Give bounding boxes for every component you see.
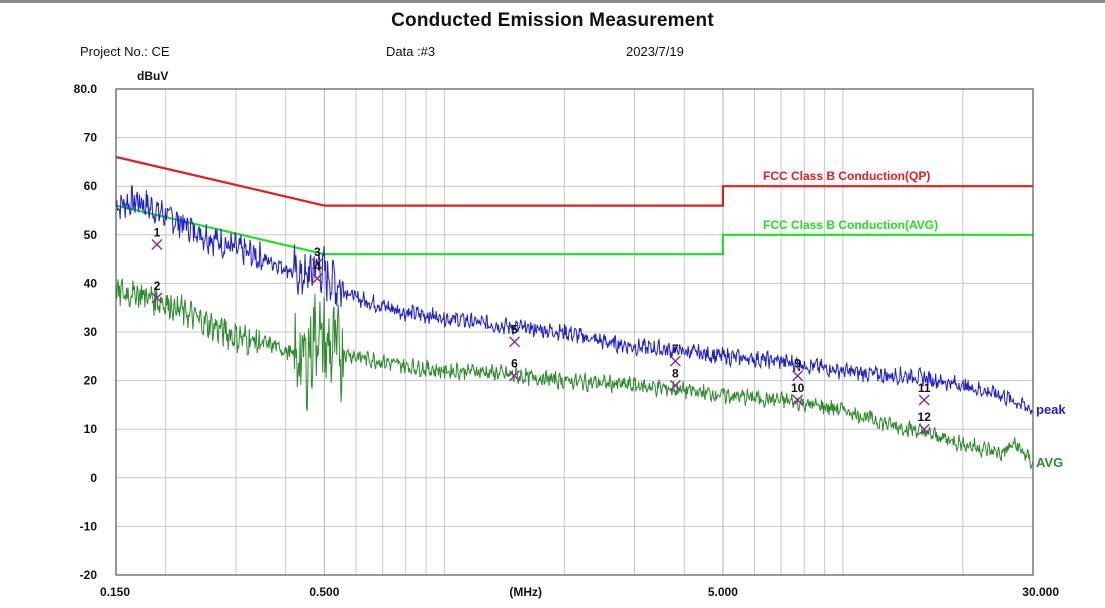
y-tick-label: 40 <box>84 276 98 290</box>
x-tick-label: 30.000 <box>1022 585 1059 599</box>
y-tick-label: -10 <box>80 519 98 533</box>
x-tick-label: (MHz) <box>509 585 542 599</box>
marker-x <box>509 336 521 348</box>
marker-label: 4 <box>314 260 321 274</box>
y-tick-label: 80.0 <box>74 82 98 96</box>
project-number: Project No.: CE <box>80 44 170 59</box>
marker-label: 3 <box>314 245 321 259</box>
marker-x <box>669 355 681 367</box>
limit-label: FCC Class B Conduction(AVG) <box>763 218 938 232</box>
y-tick-label: -20 <box>80 568 98 582</box>
marker-x <box>669 379 681 391</box>
marker-label: 11 <box>918 381 931 395</box>
trace-peak <box>115 185 1034 415</box>
marker-x <box>918 394 930 406</box>
y-tick-label: 70 <box>84 131 98 145</box>
x-tick-label: 0.500 <box>309 585 339 599</box>
y-axis-label: dBuV <box>137 69 168 83</box>
marker-label: 7 <box>672 342 679 356</box>
plot-frame <box>115 88 1034 576</box>
y-tick-label: 10 <box>84 422 98 436</box>
marker-label: 10 <box>791 381 805 395</box>
series-label: AVG <box>1036 455 1063 470</box>
marker-x <box>792 394 804 406</box>
y-tick-label: 50 <box>84 228 98 242</box>
y-tick-label: 60 <box>84 179 98 193</box>
marker-x <box>151 239 163 251</box>
y-tick-label: 20 <box>84 374 98 388</box>
measurement-date: 2023/7/19 <box>626 44 684 59</box>
marker-x <box>792 370 804 382</box>
marker-label: 6 <box>511 357 518 371</box>
top-border <box>0 0 1105 3</box>
traces-layer <box>115 185 1034 471</box>
labels-layer: 80.0 70 60 50 40 30 20 10 0 -10 -20 dBuV 0.150 0.500 (… <box>74 69 1067 599</box>
marker-x <box>311 273 323 285</box>
limit-line <box>115 204 1033 256</box>
marker-label: 8 <box>672 366 679 380</box>
marker-label: 9 <box>794 357 801 371</box>
marker-label: 5 <box>511 323 518 337</box>
marker-label: 12 <box>918 410 932 424</box>
marker-x <box>151 292 163 304</box>
x-tick-label: 0.150 <box>100 585 130 599</box>
marker-x <box>311 258 323 270</box>
y-tick-label: 0 <box>90 471 97 485</box>
marker-x <box>918 423 930 435</box>
limit-label: FCC Class B Conduction(QP) <box>763 169 930 183</box>
y-tick-label: 30 <box>84 325 98 339</box>
trace-avg <box>115 278 1034 471</box>
data-number: Data :#3 <box>386 44 436 59</box>
limit-line <box>115 155 1033 207</box>
marker-x <box>509 370 521 382</box>
x-tick-label: 5.000 <box>708 585 738 599</box>
chart-title: Conducted Emission Measurement <box>391 10 714 31</box>
marker-label: 1 <box>154 226 161 240</box>
limit-lines-layer <box>115 155 1033 256</box>
marker-label: 2 <box>154 279 161 293</box>
series-label: peak <box>1036 402 1066 417</box>
